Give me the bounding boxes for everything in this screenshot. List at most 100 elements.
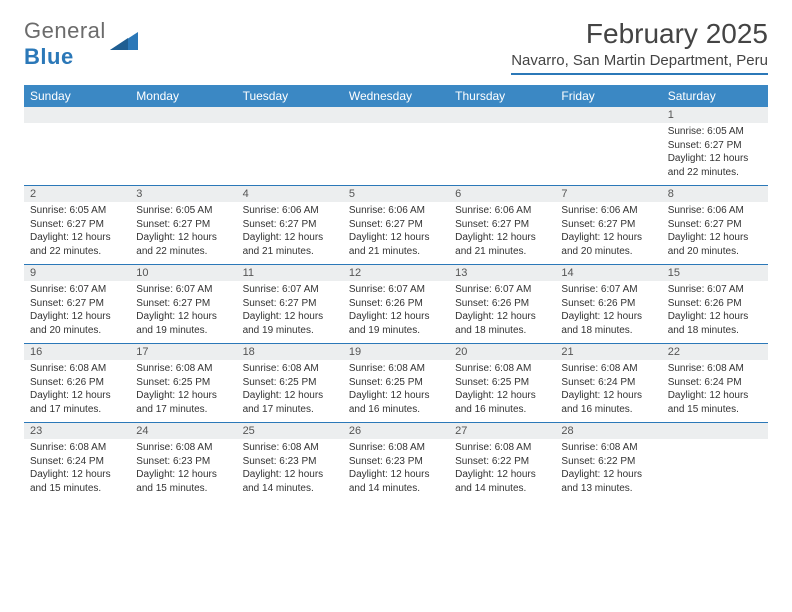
sunrise-text: Sunrise: 6:08 AM xyxy=(455,441,549,455)
day-cell xyxy=(449,123,555,185)
calendar-grid: SundayMondayTuesdayWednesdayThursdayFrid… xyxy=(24,85,768,501)
sunset-text: Sunset: 6:27 PM xyxy=(136,218,230,232)
day-header-cell: Monday xyxy=(130,85,236,107)
sunset-text: Sunset: 6:27 PM xyxy=(243,218,337,232)
day-cell: Sunrise: 6:07 AMSunset: 6:26 PMDaylight:… xyxy=(343,281,449,343)
day-cell: Sunrise: 6:08 AMSunset: 6:22 PMDaylight:… xyxy=(555,439,661,501)
day-number: 6 xyxy=(449,186,555,202)
day1-text: Daylight: 12 hours xyxy=(349,468,443,482)
day2-text: and 21 minutes. xyxy=(243,245,337,259)
day2-text: and 15 minutes. xyxy=(136,482,230,496)
day-number xyxy=(343,107,449,123)
sunset-text: Sunset: 6:27 PM xyxy=(668,218,762,232)
logo-word-2: Blue xyxy=(24,44,74,69)
sunrise-text: Sunrise: 6:08 AM xyxy=(136,362,230,376)
day-number-row: 16171819202122 xyxy=(24,343,768,360)
sunset-text: Sunset: 6:25 PM xyxy=(455,376,549,390)
day-number: 4 xyxy=(237,186,343,202)
day1-text: Daylight: 12 hours xyxy=(136,468,230,482)
title-block: February 2025 Navarro, San Martin Depart… xyxy=(511,18,768,75)
day-number: 21 xyxy=(555,344,661,360)
sunrise-text: Sunrise: 6:08 AM xyxy=(668,362,762,376)
day-number: 19 xyxy=(343,344,449,360)
day-number xyxy=(555,107,661,123)
day-number: 25 xyxy=(237,423,343,439)
sunrise-text: Sunrise: 6:07 AM xyxy=(668,283,762,297)
sunrise-text: Sunrise: 6:07 AM xyxy=(30,283,124,297)
sunset-text: Sunset: 6:26 PM xyxy=(455,297,549,311)
page-header: General Blue February 2025 Navarro, San … xyxy=(24,18,768,75)
day-number xyxy=(662,423,768,439)
day2-text: and 19 minutes. xyxy=(349,324,443,338)
day1-text: Daylight: 12 hours xyxy=(243,310,337,324)
day-cell: Sunrise: 6:07 AMSunset: 6:27 PMDaylight:… xyxy=(130,281,236,343)
sunrise-text: Sunrise: 6:08 AM xyxy=(30,441,124,455)
day1-text: Daylight: 12 hours xyxy=(561,231,655,245)
day-cell: Sunrise: 6:08 AMSunset: 6:25 PMDaylight:… xyxy=(449,360,555,422)
day-number-row: 2345678 xyxy=(24,185,768,202)
day-number: 18 xyxy=(237,344,343,360)
day-cell: Sunrise: 6:06 AMSunset: 6:27 PMDaylight:… xyxy=(555,202,661,264)
sunrise-text: Sunrise: 6:08 AM xyxy=(349,362,443,376)
sunrise-text: Sunrise: 6:06 AM xyxy=(668,204,762,218)
sunset-text: Sunset: 6:24 PM xyxy=(561,376,655,390)
day-number: 9 xyxy=(24,265,130,281)
week-content-row: Sunrise: 6:05 AMSunset: 6:27 PMDaylight:… xyxy=(24,202,768,264)
sunset-text: Sunset: 6:27 PM xyxy=(30,218,124,232)
day-number: 10 xyxy=(130,265,236,281)
day-number xyxy=(24,107,130,123)
day2-text: and 17 minutes. xyxy=(30,403,124,417)
day-number: 2 xyxy=(24,186,130,202)
sunrise-text: Sunrise: 6:06 AM xyxy=(455,204,549,218)
day1-text: Daylight: 12 hours xyxy=(668,389,762,403)
day-cell: Sunrise: 6:08 AMSunset: 6:24 PMDaylight:… xyxy=(24,439,130,501)
sunrise-text: Sunrise: 6:08 AM xyxy=(243,441,337,455)
day-cell: Sunrise: 6:07 AMSunset: 6:26 PMDaylight:… xyxy=(555,281,661,343)
day1-text: Daylight: 12 hours xyxy=(30,231,124,245)
sunset-text: Sunset: 6:24 PM xyxy=(30,455,124,469)
day1-text: Daylight: 12 hours xyxy=(136,231,230,245)
day-cell: Sunrise: 6:06 AMSunset: 6:27 PMDaylight:… xyxy=(449,202,555,264)
sunrise-text: Sunrise: 6:06 AM xyxy=(243,204,337,218)
day2-text: and 18 minutes. xyxy=(561,324,655,338)
day-number xyxy=(237,107,343,123)
day1-text: Daylight: 12 hours xyxy=(349,231,443,245)
day1-text: Daylight: 12 hours xyxy=(455,468,549,482)
sunset-text: Sunset: 6:27 PM xyxy=(668,139,762,153)
header-rule xyxy=(511,73,768,75)
day2-text: and 14 minutes. xyxy=(349,482,443,496)
day-number: 23 xyxy=(24,423,130,439)
day-cell xyxy=(24,123,130,185)
day-number: 26 xyxy=(343,423,449,439)
day2-text: and 20 minutes. xyxy=(561,245,655,259)
day-cell: Sunrise: 6:08 AMSunset: 6:25 PMDaylight:… xyxy=(130,360,236,422)
day2-text: and 22 minutes. xyxy=(668,166,762,180)
sunrise-text: Sunrise: 6:07 AM xyxy=(561,283,655,297)
day-number-row: 1 xyxy=(24,107,768,123)
day-number xyxy=(130,107,236,123)
day1-text: Daylight: 12 hours xyxy=(455,389,549,403)
day-cell: Sunrise: 6:08 AMSunset: 6:24 PMDaylight:… xyxy=(555,360,661,422)
day-cell: Sunrise: 6:07 AMSunset: 6:26 PMDaylight:… xyxy=(662,281,768,343)
sunrise-text: Sunrise: 6:07 AM xyxy=(349,283,443,297)
logo: General Blue xyxy=(24,18,138,70)
day-cell: Sunrise: 6:08 AMSunset: 6:25 PMDaylight:… xyxy=(343,360,449,422)
day-cell: Sunrise: 6:08 AMSunset: 6:24 PMDaylight:… xyxy=(662,360,768,422)
day-cell: Sunrise: 6:08 AMSunset: 6:26 PMDaylight:… xyxy=(24,360,130,422)
day2-text: and 16 minutes. xyxy=(561,403,655,417)
day1-text: Daylight: 12 hours xyxy=(243,231,337,245)
day2-text: and 19 minutes. xyxy=(243,324,337,338)
sunset-text: Sunset: 6:24 PM xyxy=(668,376,762,390)
day2-text: and 16 minutes. xyxy=(455,403,549,417)
day-number: 15 xyxy=(662,265,768,281)
day2-text: and 22 minutes. xyxy=(30,245,124,259)
day2-text: and 13 minutes. xyxy=(561,482,655,496)
sunset-text: Sunset: 6:27 PM xyxy=(136,297,230,311)
day2-text: and 17 minutes. xyxy=(136,403,230,417)
day1-text: Daylight: 12 hours xyxy=(668,152,762,166)
sunset-text: Sunset: 6:26 PM xyxy=(668,297,762,311)
day2-text: and 21 minutes. xyxy=(455,245,549,259)
day1-text: Daylight: 12 hours xyxy=(561,310,655,324)
week-content-row: Sunrise: 6:08 AMSunset: 6:24 PMDaylight:… xyxy=(24,439,768,501)
sunset-text: Sunset: 6:27 PM xyxy=(30,297,124,311)
